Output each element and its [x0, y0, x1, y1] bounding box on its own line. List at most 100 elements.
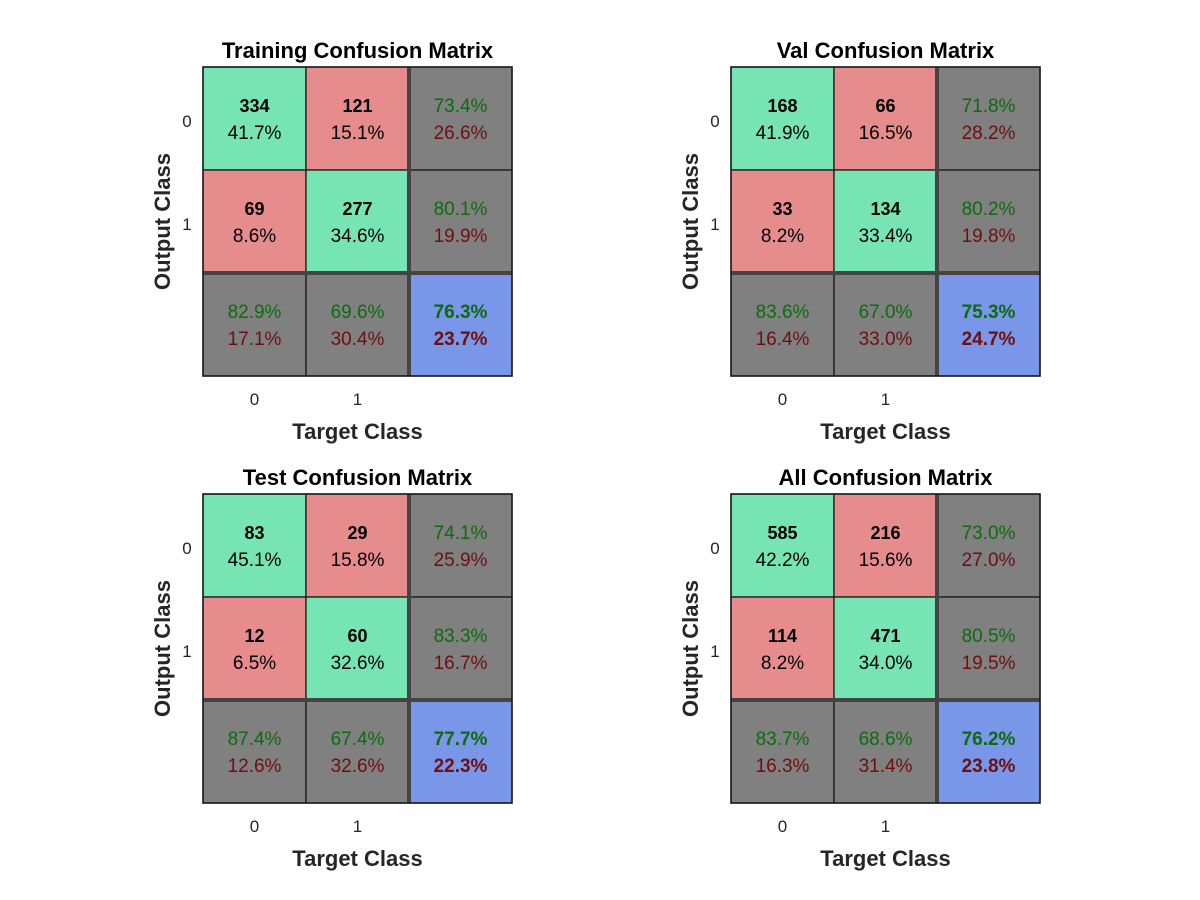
percent-correct: 83.7%: [756, 729, 810, 750]
confusion-matrix-panel: Test Confusion Matrix 83 45.1% 29 15.8% 74.1%…: [150, 465, 513, 871]
percent-incorrect: 30.4%: [331, 329, 385, 350]
row-tick-label: 0: [182, 112, 191, 131]
cell-count: 66: [875, 96, 895, 116]
percent-incorrect: 19.8%: [962, 226, 1016, 247]
cell-percent: 34.0%: [859, 653, 913, 674]
percent-incorrect: 16.7%: [434, 653, 488, 674]
row-summary-cell: [936, 493, 1041, 598]
row-tick-label: 1: [710, 642, 719, 661]
x-axis-label: Target Class: [820, 846, 950, 871]
cell-count: 29: [347, 523, 367, 543]
percent-incorrect: 17.1%: [228, 329, 282, 350]
percent-incorrect: 23.7%: [434, 329, 488, 350]
x-axis-label: Target Class: [292, 419, 422, 444]
cell-count: 121: [342, 96, 372, 116]
correct-cell: [202, 493, 307, 598]
correct-cell: [305, 596, 410, 701]
cell-percent: 41.7%: [228, 123, 282, 144]
incorrect-cell: [202, 596, 307, 701]
percent-correct: 76.2%: [962, 729, 1016, 750]
row-summary-cell: [408, 493, 513, 598]
incorrect-cell: [305, 66, 410, 171]
incorrect-cell: [730, 596, 835, 701]
percent-correct: 83.6%: [756, 302, 810, 323]
column-tick-label: 1: [881, 817, 890, 836]
cell-percent: 15.1%: [331, 123, 385, 144]
matrix-border: [202, 493, 513, 804]
cell-count: 33: [772, 199, 792, 219]
confusion-matrix-panel: All Confusion Matrix 585 42.2% 216 15.6% 73.0…: [678, 465, 1041, 871]
percent-correct: 80.5%: [962, 626, 1016, 647]
confusion-matrix-panel: Training Confusion Matrix 334 41.7% 121 15.1…: [150, 38, 513, 444]
percent-incorrect: 16.3%: [756, 756, 810, 777]
overall-accuracy-cell: [408, 699, 513, 804]
matrix-border: [730, 66, 1041, 377]
percent-incorrect: 25.9%: [434, 550, 488, 571]
percent-incorrect: 22.3%: [434, 756, 488, 777]
correct-cell: [202, 66, 307, 171]
column-summary-cell: [202, 272, 307, 377]
percent-correct: 83.3%: [434, 626, 488, 647]
percent-correct: 82.9%: [228, 302, 282, 323]
column-summary-cell: [305, 699, 410, 804]
chart-title: Training Confusion Matrix: [222, 38, 494, 63]
percent-correct: 80.1%: [434, 199, 488, 220]
cell-count: 277: [342, 199, 372, 219]
cell-count: 168: [767, 96, 797, 116]
percent-correct: 67.4%: [331, 729, 385, 750]
column-tick-label: 0: [250, 817, 259, 836]
y-axis-label: Output Class: [150, 580, 175, 717]
percent-correct: 68.6%: [859, 729, 913, 750]
row-tick-label: 0: [710, 112, 719, 131]
cell-percent: 16.5%: [859, 123, 913, 144]
cell-count: 334: [239, 96, 269, 116]
cell-count: 134: [870, 199, 900, 219]
y-axis-label: Output Class: [678, 153, 703, 290]
matrix-border: [202, 66, 513, 377]
percent-incorrect: 32.6%: [331, 756, 385, 777]
percent-incorrect: 28.2%: [962, 123, 1016, 144]
cell-percent: 8.6%: [233, 226, 276, 247]
cell-percent: 8.2%: [761, 653, 804, 674]
cell-percent: 6.5%: [233, 653, 276, 674]
percent-correct: 76.3%: [434, 302, 488, 323]
percent-correct: 77.7%: [434, 729, 488, 750]
percent-incorrect: 16.4%: [756, 329, 810, 350]
incorrect-cell: [833, 493, 938, 598]
chart-title: Test Confusion Matrix: [243, 465, 473, 490]
row-tick-label: 1: [182, 215, 191, 234]
correct-cell: [833, 596, 938, 701]
cell-percent: 34.6%: [331, 226, 385, 247]
column-tick-label: 0: [778, 390, 787, 409]
percent-correct: 73.4%: [434, 96, 488, 117]
column-summary-cell: [833, 699, 938, 804]
cell-percent: 45.1%: [228, 550, 282, 571]
percent-incorrect: 27.0%: [962, 550, 1016, 571]
x-axis-label: Target Class: [820, 419, 950, 444]
percent-incorrect: 24.7%: [962, 329, 1016, 350]
cell-percent: 41.9%: [756, 123, 810, 144]
cell-percent: 32.6%: [331, 653, 385, 674]
percent-correct: 87.4%: [228, 729, 282, 750]
chart-title: Val Confusion Matrix: [777, 38, 995, 63]
row-tick-label: 1: [182, 642, 191, 661]
percent-correct: 67.0%: [859, 302, 913, 323]
cell-count: 585: [767, 523, 797, 543]
correct-cell: [305, 169, 410, 274]
overall-accuracy-cell: [408, 272, 513, 377]
cell-count: 60: [347, 626, 367, 646]
percent-incorrect: 19.5%: [962, 653, 1016, 674]
cell-percent: 15.8%: [331, 550, 385, 571]
row-summary-cell: [408, 169, 513, 274]
percent-incorrect: 26.6%: [434, 123, 488, 144]
cell-count: 114: [768, 626, 797, 646]
column-tick-label: 1: [353, 817, 362, 836]
cell-percent: 33.4%: [859, 226, 913, 247]
row-tick-label: 0: [182, 539, 191, 558]
matrix-border: [730, 493, 1041, 804]
incorrect-cell: [730, 169, 835, 274]
cell-count: 69: [244, 199, 264, 219]
percent-incorrect: 31.4%: [859, 756, 913, 777]
percent-correct: 75.3%: [962, 302, 1016, 323]
